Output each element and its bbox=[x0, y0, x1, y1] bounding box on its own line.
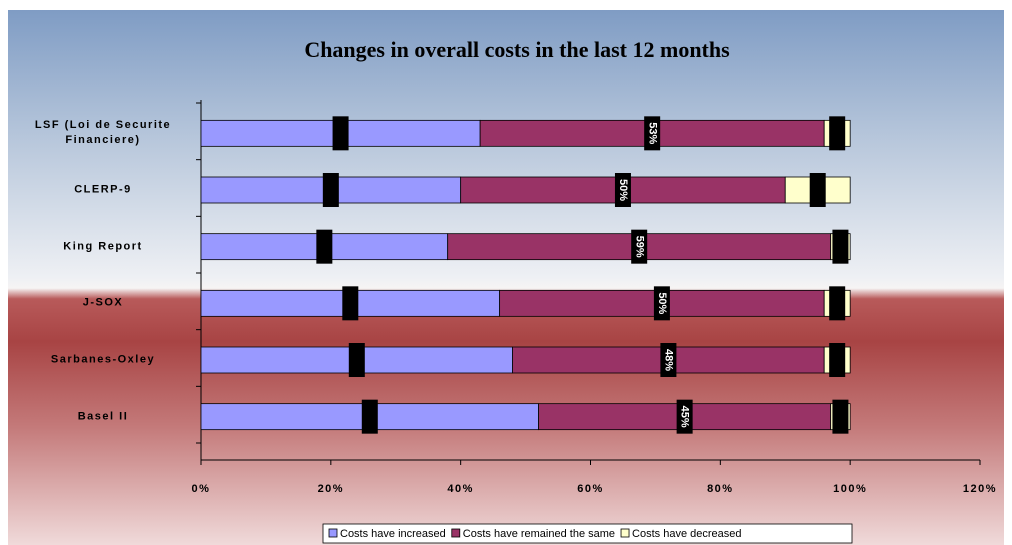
label-box bbox=[653, 286, 670, 321]
label-box bbox=[676, 399, 693, 434]
label-box bbox=[644, 116, 661, 151]
label-box bbox=[832, 229, 849, 264]
legend-label: Costs have remained the same bbox=[463, 528, 615, 540]
label-box bbox=[832, 399, 849, 434]
x-tick-label: 120% bbox=[963, 483, 997, 495]
x-tick-label: 100% bbox=[833, 483, 867, 495]
legend: Costs have increased Costs have remained … bbox=[322, 523, 853, 544]
label-box bbox=[829, 343, 846, 377]
label-box bbox=[829, 286, 846, 321]
x-tick-label: 20% bbox=[318, 483, 345, 495]
label-box bbox=[342, 286, 359, 321]
chart-background bbox=[8, 10, 1004, 545]
x-tick-label: 0% bbox=[192, 483, 211, 495]
data-label: 53% bbox=[646, 122, 658, 144]
label-box bbox=[614, 173, 631, 207]
label-box bbox=[348, 343, 365, 377]
data-label: 50% bbox=[656, 292, 668, 314]
y-tick-label: CLERP-9 bbox=[74, 183, 132, 196]
data-label: 50% bbox=[617, 179, 629, 201]
legend-swatch bbox=[328, 528, 338, 538]
label-box bbox=[361, 399, 378, 434]
legend-swatch bbox=[451, 528, 461, 538]
data-label: 48% bbox=[662, 349, 674, 371]
label-box bbox=[829, 116, 846, 151]
x-tick-label: 80% bbox=[707, 483, 734, 495]
x-tick-label: 60% bbox=[577, 483, 604, 495]
y-tick-label: Basel II bbox=[77, 410, 129, 423]
label-box bbox=[332, 116, 349, 151]
label-box bbox=[631, 229, 648, 264]
legend-label: Costs have increased bbox=[340, 528, 446, 540]
label-box bbox=[660, 343, 677, 377]
y-tick-label: LSF (Loi de Securite Financiere) bbox=[34, 119, 172, 147]
legend-label: Costs have decreased bbox=[632, 528, 741, 540]
legend-swatch bbox=[620, 528, 630, 538]
data-label: 45% bbox=[679, 406, 691, 428]
y-tick-label: Sarbanes-Oxley bbox=[50, 353, 156, 366]
chart-title: Changes in overall costs in the last 12 … bbox=[304, 37, 730, 62]
label-box bbox=[322, 173, 339, 207]
y-tick-label: J-SOX bbox=[82, 296, 124, 309]
label-box bbox=[809, 173, 826, 207]
label-box bbox=[316, 229, 333, 264]
x-tick-label: 40% bbox=[447, 483, 474, 495]
y-tick-label: King Report bbox=[63, 240, 143, 253]
data-label: 59% bbox=[633, 236, 645, 258]
